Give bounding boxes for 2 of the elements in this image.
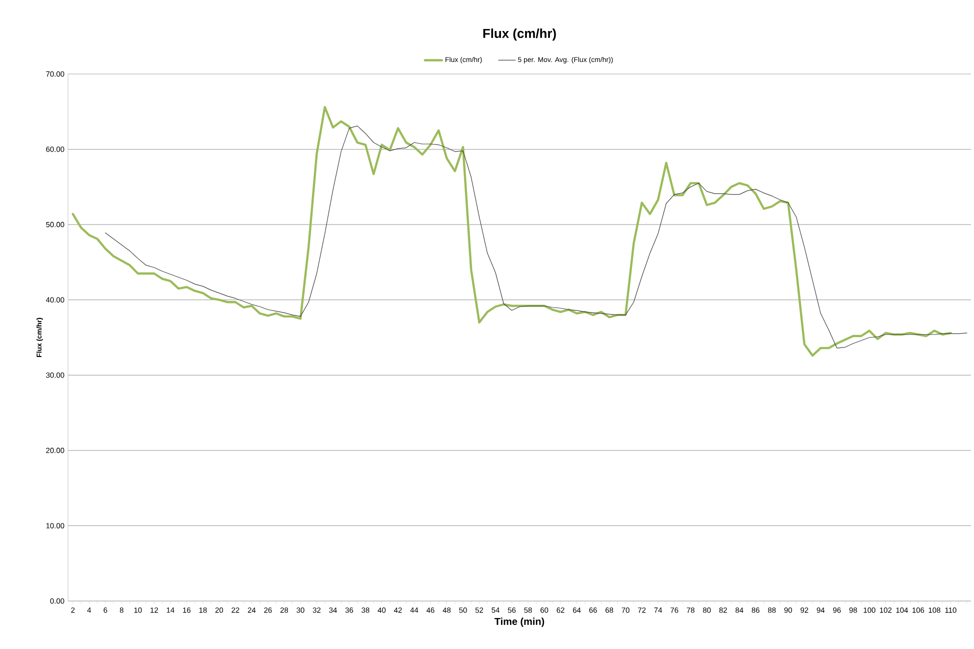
x-axis-title: Time (min): [494, 618, 544, 627]
chart-title: Flux (cm/hr): [483, 28, 556, 41]
